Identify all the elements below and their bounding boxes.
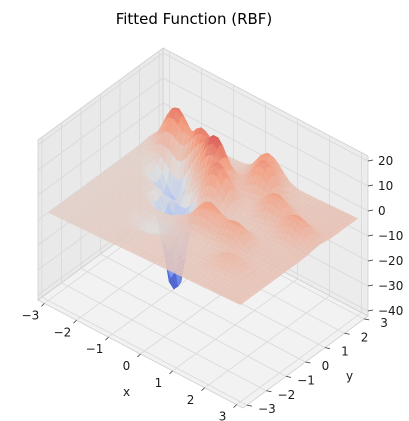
x-tick-mark [169,370,173,375]
grid-line-z [37,77,369,187]
x-tick-label: 0 [123,359,131,373]
x-tick-label: 1 [155,376,163,390]
x-tick-label: −1 [86,342,104,356]
x-tick-mark [137,353,141,358]
y-tick-label: 3 [380,316,388,330]
grid-line-x [204,135,331,389]
y-tick-mark [324,347,331,350]
x-tick-label: 3 [219,410,227,421]
x-tick-label: 2 [187,393,195,407]
surface-patch [235,300,244,305]
y-tick-label: 2 [361,330,369,344]
y-tick-label: −3 [258,402,276,416]
y-tick-label: 1 [341,345,349,359]
y-tick-mark [266,390,272,393]
x-tick-label: −2 [54,325,72,339]
z-tick-label: −10 [378,229,403,243]
grid-line-y [61,122,267,392]
z-tick-mark [367,234,374,237]
y-tick-label: −1 [297,373,315,387]
x-tick-mark [73,319,77,324]
grid-line-y [100,94,306,363]
z-tick-label: −30 [378,279,403,293]
y-axis-label: y [346,369,353,383]
y-tick-label: 0 [322,359,330,373]
z-tick-mark [367,259,374,262]
x-tick-label: −3 [22,308,40,322]
surface-mesh [47,107,359,305]
chart-title: Fitted Function (RBF) [116,10,273,28]
y-tick-mark [364,318,370,321]
z-tick-mark [367,309,374,312]
grid-line-x [236,152,363,405]
z-tick-mark [367,284,374,287]
tick-marks [41,159,374,408]
y-tick-label: −2 [278,388,296,402]
grid-line-z [37,102,369,212]
z-tick-label: −20 [378,254,403,268]
z-tick-label: 0 [378,204,386,218]
grid-line-x [172,118,298,372]
x-tick-mark [105,336,109,341]
y-tick-mark [305,361,311,364]
y-tick-mark [285,375,292,378]
x-axis-label: x [123,385,130,399]
z-tick-mark [367,209,374,212]
y-tick-mark [344,332,350,335]
z-tick-label: 10 [378,179,393,193]
x-tick-mark [201,387,205,392]
grid-line-y [80,108,287,377]
grid-line-z [37,52,369,162]
z-tick-label: 20 [378,154,393,168]
grid-line-y [41,137,248,406]
z-tick-label: −40 [378,304,403,318]
x-tick-mark [233,404,237,408]
z-tick-mark [367,184,374,187]
x-tick-mark [41,303,45,307]
z-tick-mark [367,159,374,162]
y-tick-mark [246,404,252,407]
